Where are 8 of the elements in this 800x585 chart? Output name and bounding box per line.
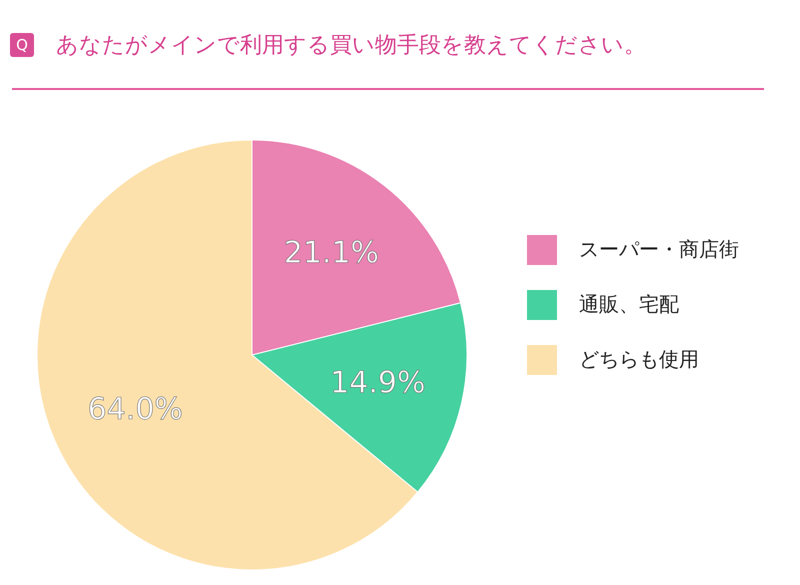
text: Q [10, 33, 34, 57]
legend-label: 通販、宅配 [579, 292, 679, 316]
data-label: 14.9% [330, 366, 426, 401]
data-label: 21.1% [284, 235, 380, 270]
legend-label: どちらも使用 [579, 347, 699, 371]
chart-title: あなたがメインで利用する買い物手段を教えてください。 [56, 32, 646, 60]
legend-label: スーパー・商店街 [579, 237, 739, 261]
data-label: 64.0% [88, 392, 183, 427]
